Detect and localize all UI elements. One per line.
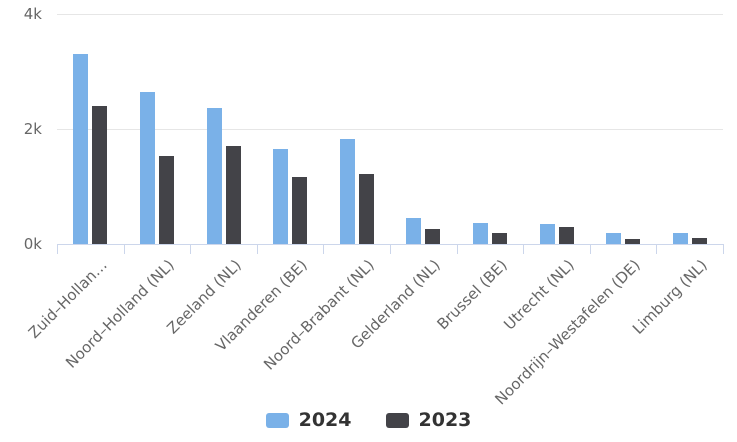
legend-item-2024[interactable]: 2024 bbox=[265, 409, 352, 431]
y-axis-tick-label: 2k bbox=[23, 120, 42, 138]
bar-2023[interactable] bbox=[625, 238, 640, 244]
legend-label: 2024 bbox=[298, 409, 352, 431]
x-axis-tick bbox=[323, 244, 324, 254]
gridline bbox=[57, 14, 723, 15]
x-axis-tick bbox=[190, 244, 191, 254]
y-axis-tick-label: 4k bbox=[23, 5, 42, 23]
bar-2024[interactable] bbox=[73, 54, 88, 245]
legend-label: 2023 bbox=[418, 409, 472, 431]
bar-2024[interactable] bbox=[673, 233, 688, 244]
bar-2023[interactable] bbox=[159, 156, 174, 244]
x-axis-tick bbox=[57, 244, 58, 254]
x-axis-tick bbox=[590, 244, 591, 254]
x-axis-tick bbox=[390, 244, 391, 254]
bar-2023[interactable] bbox=[359, 173, 374, 244]
legend-swatch-icon bbox=[265, 412, 289, 428]
x-axis-category-label: Noord–Brabant (NL) bbox=[260, 256, 378, 374]
bar-2023[interactable] bbox=[425, 228, 440, 244]
x-axis-tick bbox=[257, 244, 258, 254]
x-axis-category-label: Brussel (BE) bbox=[433, 256, 511, 334]
bar-2023[interactable] bbox=[559, 227, 574, 244]
bar-2024[interactable] bbox=[140, 91, 155, 244]
bar-2024[interactable] bbox=[473, 222, 488, 244]
bar-2023[interactable] bbox=[92, 106, 107, 244]
x-axis-tick bbox=[457, 244, 458, 254]
legend-swatch-icon bbox=[385, 412, 409, 428]
x-axis-tick bbox=[656, 244, 657, 254]
bar-2024[interactable] bbox=[406, 217, 421, 245]
bar-2023[interactable] bbox=[292, 176, 307, 244]
bar-2024[interactable] bbox=[340, 139, 355, 244]
x-axis-tick bbox=[124, 244, 125, 254]
bar-2024[interactable] bbox=[273, 149, 288, 244]
bar-2024[interactable] bbox=[540, 223, 555, 244]
legend-item-2023[interactable]: 2023 bbox=[385, 409, 472, 431]
gridline bbox=[57, 129, 723, 130]
legend: 2024 2023 bbox=[0, 404, 737, 436]
bar-2023[interactable] bbox=[226, 146, 241, 245]
x-axis-tick bbox=[723, 244, 724, 254]
y-axis-tick-label: 0k bbox=[23, 235, 42, 253]
x-axis-tick bbox=[523, 244, 524, 254]
bar-2023[interactable] bbox=[492, 232, 507, 244]
bar-2024[interactable] bbox=[606, 232, 621, 244]
bar-2023[interactable] bbox=[692, 237, 707, 244]
bar-2024[interactable] bbox=[207, 107, 222, 244]
